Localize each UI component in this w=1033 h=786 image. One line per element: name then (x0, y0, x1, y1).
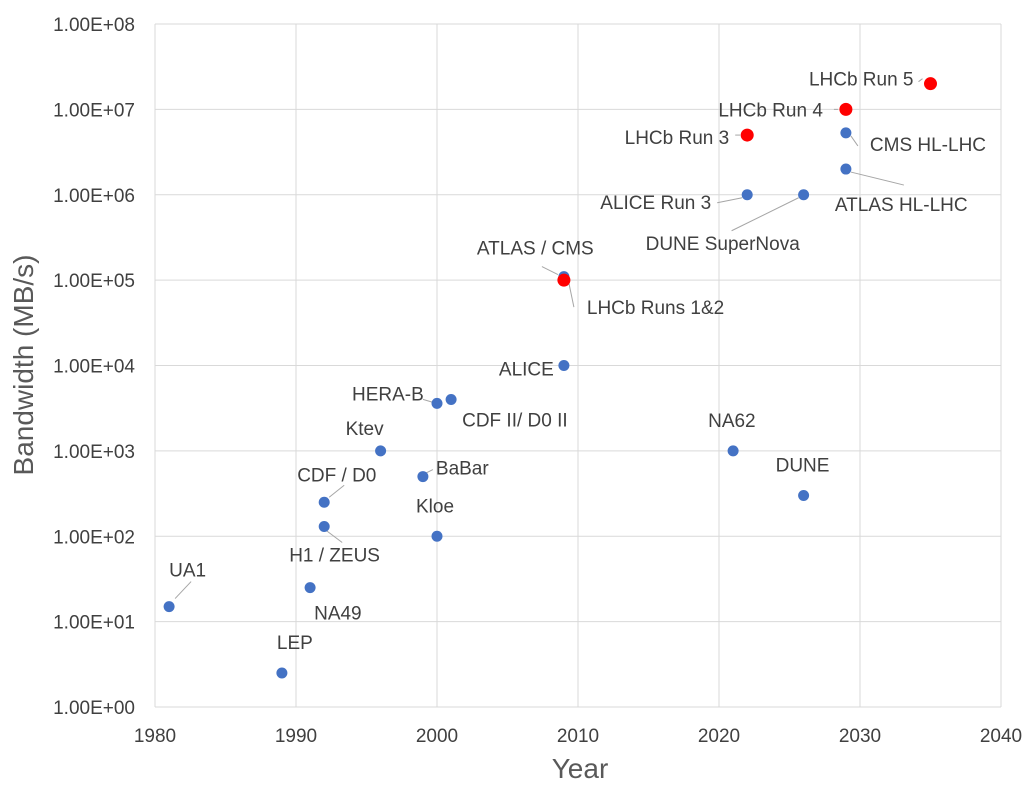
data-point (924, 77, 937, 91)
y-tick-label: 1.00E+06 (53, 186, 135, 207)
data-point-label: LEP (277, 633, 313, 654)
leader-line (850, 171, 905, 186)
data-point-label: Kloe (416, 496, 454, 517)
data-point-label: ATLAS HL-LHC (835, 195, 968, 216)
x-tick-label: 1990 (275, 726, 317, 747)
data-points (163, 77, 937, 679)
data-point-label: ALICE (499, 360, 554, 381)
y-tick-label: 1.00E+04 (53, 357, 135, 378)
x-tick-labels: 1980 1990 2000 2010 2020 2030 2040 (134, 726, 1022, 747)
leader-line (717, 197, 743, 204)
data-point-label: DUNE (776, 456, 830, 477)
data-point-label: CMS HL-LHC (870, 135, 986, 156)
y-tick-label: 1.00E+00 (53, 698, 135, 719)
data-point (417, 471, 429, 483)
x-tick-label: 2020 (698, 726, 740, 747)
leader-line (325, 530, 343, 543)
data-point (740, 128, 754, 142)
data-point-label: UA1 (169, 561, 206, 582)
leader-line (174, 581, 192, 599)
data-point (445, 393, 457, 405)
data-point (558, 360, 570, 371)
data-point-label: LHCb Run 5 (809, 70, 914, 91)
leader-line (422, 398, 434, 403)
data-point (557, 273, 571, 287)
data-point-label: HERA-B (352, 384, 424, 405)
leader-line (918, 78, 923, 83)
data-point (798, 490, 810, 502)
y-tick-label: 1.00E+03 (53, 442, 135, 463)
data-point (840, 127, 852, 139)
leader-line (568, 283, 575, 308)
data-point (163, 601, 175, 613)
data-point-label: CDF / D0 (297, 465, 376, 486)
data-point (431, 530, 443, 542)
data-point-label: ALICE Run 3 (600, 193, 711, 214)
data-point-label: NA62 (708, 411, 756, 432)
leader-line (731, 197, 799, 232)
data-point (840, 163, 852, 175)
y-tick-label: 1.00E+01 (53, 613, 135, 634)
label-leader-lines (174, 78, 923, 599)
y-tick-label: 1.00E+05 (53, 271, 135, 292)
y-tick-label: 1.00E+02 (53, 527, 135, 548)
data-point (318, 496, 330, 508)
y-tick-labels: 1.00E+00 1.00E+01 1.00E+02 1.00E+03 1.00E+04… (53, 15, 135, 719)
y-axis-title: Bandwidth (MB/s) (8, 255, 39, 476)
x-tick-label: 2030 (839, 726, 881, 747)
data-point (798, 189, 810, 201)
x-tick-label: 1980 (134, 726, 176, 747)
x-tick-label: 2000 (416, 726, 458, 747)
y-tick-label: 1.00E+08 (53, 15, 135, 36)
x-tick-label: 2040 (980, 726, 1022, 747)
data-point-label: H1 / ZEUS (289, 546, 380, 567)
data-point-label: ATLAS / CMS (477, 239, 594, 260)
data-point-label: DUNE SuperNova (646, 234, 801, 255)
data-point (375, 445, 387, 457)
data-point (741, 189, 753, 201)
data-point (318, 521, 330, 533)
leader-line (541, 266, 559, 276)
x-tick-label: 2010 (557, 726, 599, 747)
leader-line (328, 484, 345, 498)
y-tick-label: 1.00E+07 (53, 100, 135, 121)
data-point-label: LHCb Run 4 (718, 100, 823, 121)
data-point-label: Ktev (346, 419, 385, 440)
data-point-label: BaBar (436, 459, 489, 480)
data-point (727, 445, 739, 457)
leader-line (850, 135, 859, 147)
data-point (839, 102, 853, 116)
x-axis-title: Year (552, 753, 609, 784)
data-point-label: CDF II/ D0 II (462, 410, 568, 431)
data-point-label: NA49 (314, 604, 362, 625)
data-point-label: LHCb Run 3 (625, 128, 730, 149)
data-point (276, 667, 288, 679)
data-point (431, 397, 443, 409)
grid-lines (154, 23, 1002, 708)
data-point (304, 582, 316, 594)
data-point-label: LHCb Runs 1&2 (587, 298, 724, 319)
